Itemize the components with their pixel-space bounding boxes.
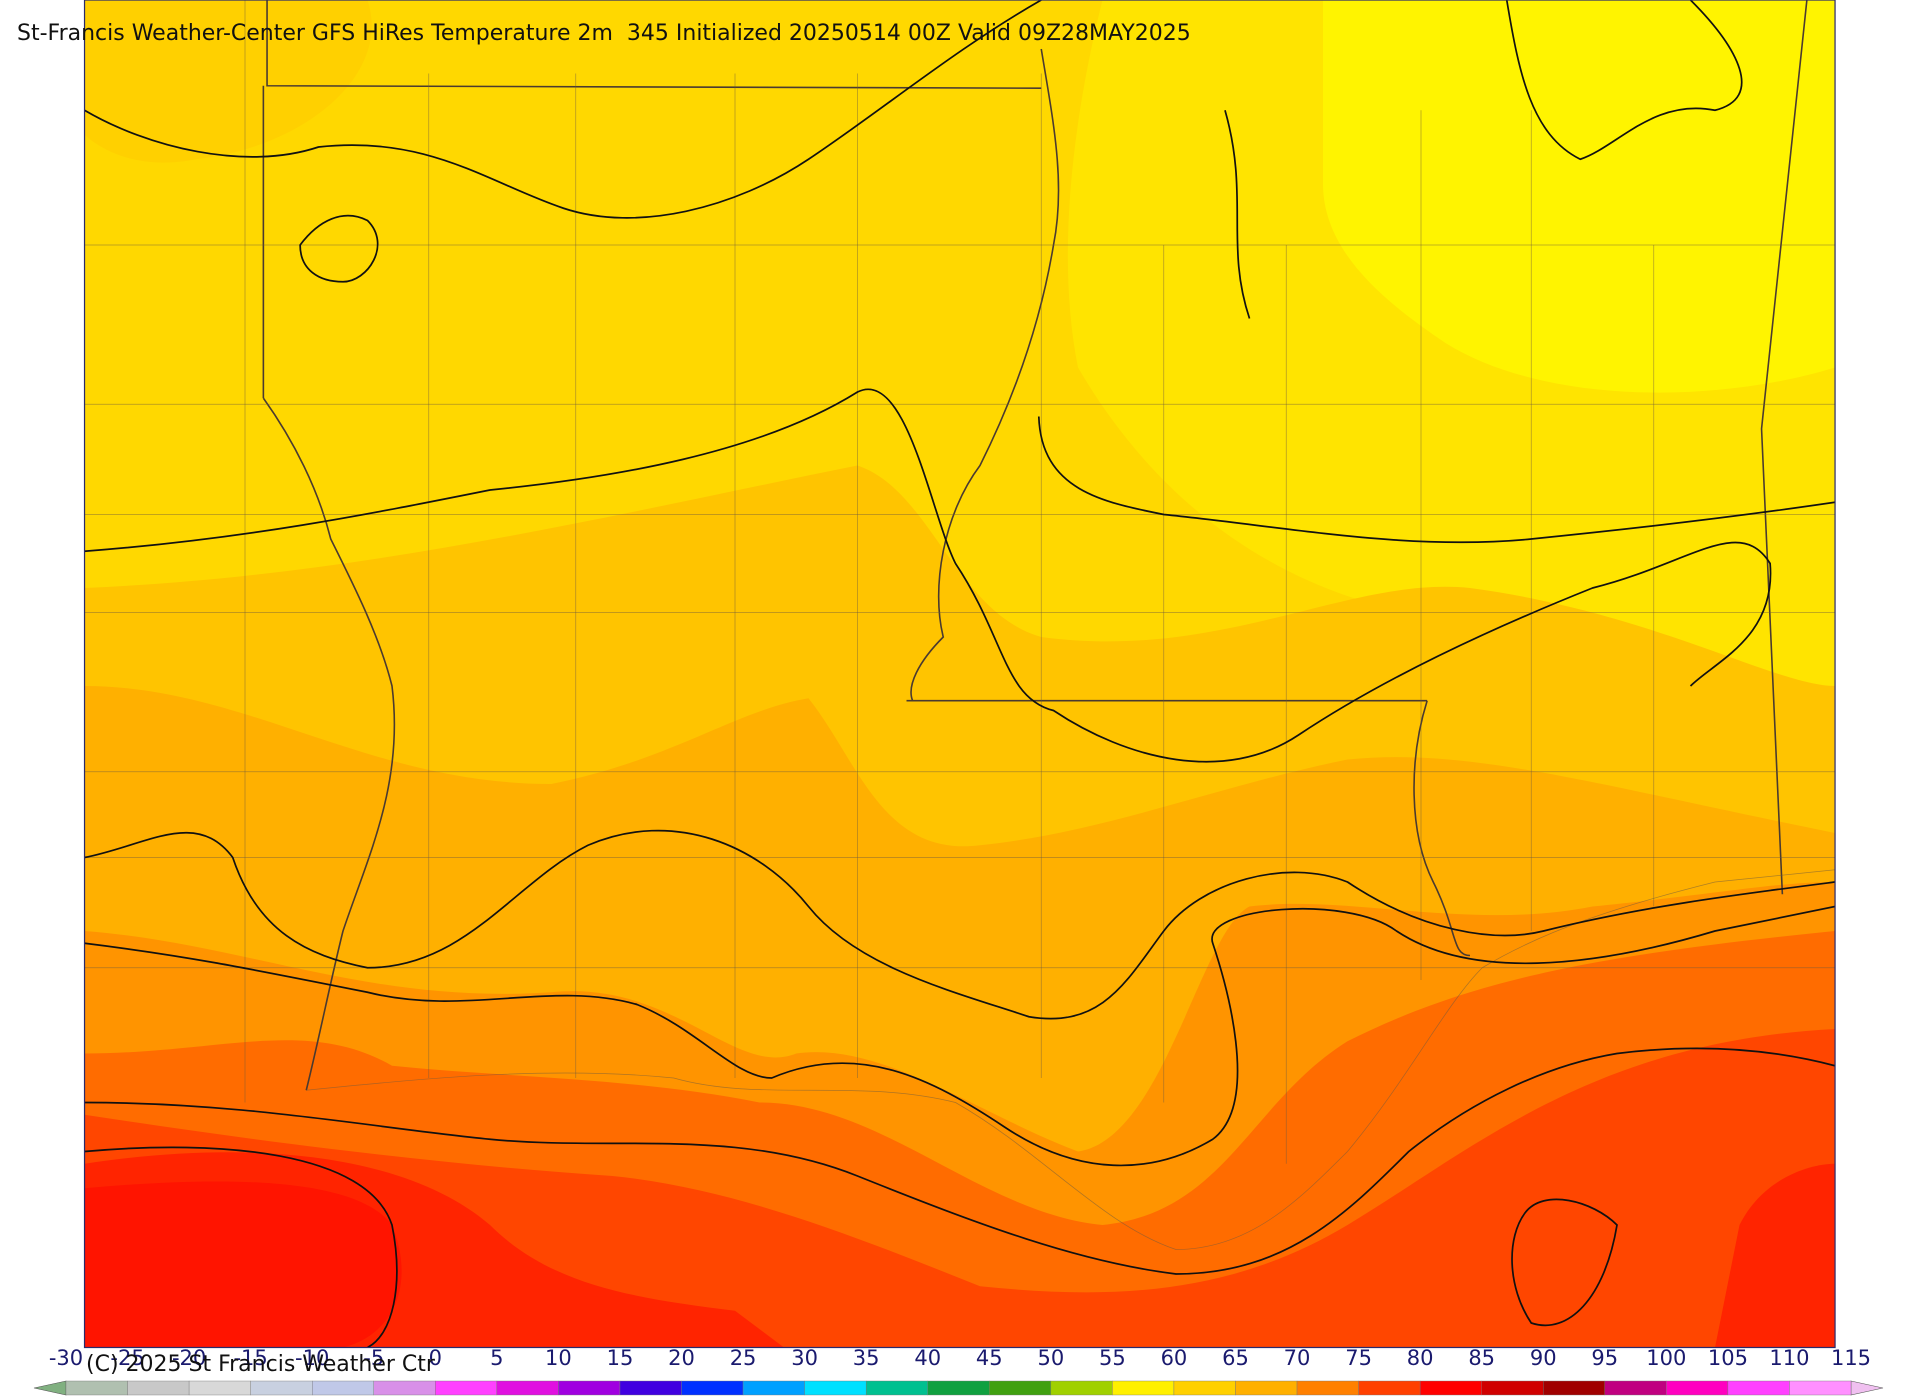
colorbar-swatch [1419, 1380, 1482, 1396]
colorbar-tick-label: 100 [1646, 1346, 1686, 1370]
copyright: (C) 2025 St Francis Weather Ctr [86, 1352, 436, 1377]
colorbar-tick-label: 25 [730, 1346, 757, 1370]
colorbar-swatch [312, 1380, 374, 1396]
borders [84, 0, 1836, 1250]
colorbar-swatch [558, 1380, 621, 1396]
colorbar-tick-label: -5 [363, 1346, 384, 1370]
colorbar-tick-label: 60 [1161, 1346, 1188, 1370]
colorbar-tick-label: 55 [1099, 1346, 1126, 1370]
colorbar-tick-label: 80 [1407, 1346, 1434, 1370]
colorbar-tick-label: 5 [490, 1346, 503, 1370]
isotherms [84, 0, 1836, 1348]
colorbar-tick-label: 70 [1284, 1346, 1311, 1370]
band [1715, 1163, 1836, 1348]
colorbar-swatch [1050, 1380, 1113, 1396]
colorbar-swatch [1789, 1380, 1852, 1396]
colorbar-tick-label: 35 [853, 1346, 880, 1370]
colorbar-tick-label: 110 [1769, 1346, 1809, 1370]
colorbar-swatch [1543, 1380, 1605, 1396]
colorbar: -30 -25 -20 -15 -10 -5 0 5 10 15 20 25 30 35 40 45 50 55 6… [33, 1346, 1884, 1396]
colorbar-tick-label: -20 [172, 1346, 206, 1370]
colorbar-tick-label: 85 [1468, 1346, 1495, 1370]
band [84, 1181, 402, 1348]
colorbar-arrow-left [33, 1380, 67, 1396]
colorbar-swatch [127, 1380, 190, 1396]
colorbar-swatch [1727, 1380, 1790, 1396]
colorbar-tick-label: 10 [545, 1346, 572, 1370]
colorbar-swatch [1296, 1380, 1359, 1396]
colorbar-swatch [250, 1380, 313, 1396]
colorbar-tick-label: 45 [976, 1346, 1003, 1370]
colorbar-swatch [619, 1380, 682, 1396]
colorbar-tick-label: -30 [49, 1346, 83, 1370]
temperature-field [84, 0, 1836, 1348]
band [1323, 0, 1836, 393]
colorbar-swatch [1481, 1380, 1544, 1396]
colorbar-tick-label: 15 [607, 1346, 634, 1370]
colorbar-swatch [989, 1380, 1052, 1396]
colorbar-tick-label: 30 [791, 1346, 818, 1370]
map [83, 0, 1836, 1349]
colorbar-tick-label: 40 [914, 1346, 941, 1370]
colorbar-tick-label: -15 [233, 1346, 267, 1370]
colorbar-swatch [865, 1380, 928, 1396]
colorbar-tick-label: 75 [1345, 1346, 1372, 1370]
colorbar-tick-label: -10 [295, 1346, 329, 1370]
colorbar-swatch [742, 1380, 805, 1396]
colorbar-tick-label: 20 [668, 1346, 695, 1370]
colorbar-tick-label: 0 [429, 1346, 442, 1370]
colorbar-swatch [1235, 1380, 1298, 1396]
colorbar-swatch [1173, 1380, 1236, 1396]
colorbar-swatch [804, 1380, 867, 1396]
colorbar-arrow-right [1850, 1380, 1884, 1396]
colorbar-swatch [681, 1380, 744, 1396]
colorbar-swatch [1604, 1380, 1667, 1396]
colorbar-swatch [496, 1380, 559, 1396]
colorbar-swatch [373, 1380, 436, 1396]
colorbar-swatch [435, 1380, 498, 1396]
colorbar-swatch [1358, 1380, 1421, 1396]
map-frame [83, 0, 1836, 1349]
colorbar-tick-label: 50 [1037, 1346, 1064, 1370]
band [84, 0, 372, 163]
colorbar-swatch [927, 1380, 990, 1396]
colorbar-tick-label: 95 [1591, 1346, 1618, 1370]
colorbar-tick-label: 65 [1222, 1346, 1249, 1370]
colorbar-tick-label: -25 [110, 1346, 144, 1370]
colorbar-swatch [65, 1380, 128, 1396]
colorbar-swatch [1666, 1380, 1729, 1396]
map-title: St-Francis Weather-Center GFS HiRes Temp… [17, 21, 1191, 46]
colorbar-swatch [1112, 1380, 1175, 1396]
colorbar-tick-label: 90 [1530, 1346, 1557, 1370]
colorbar-tick-label: 115 [1831, 1346, 1871, 1370]
colorbar-tick-label: 105 [1708, 1346, 1748, 1370]
colorbar-swatch [188, 1380, 251, 1396]
